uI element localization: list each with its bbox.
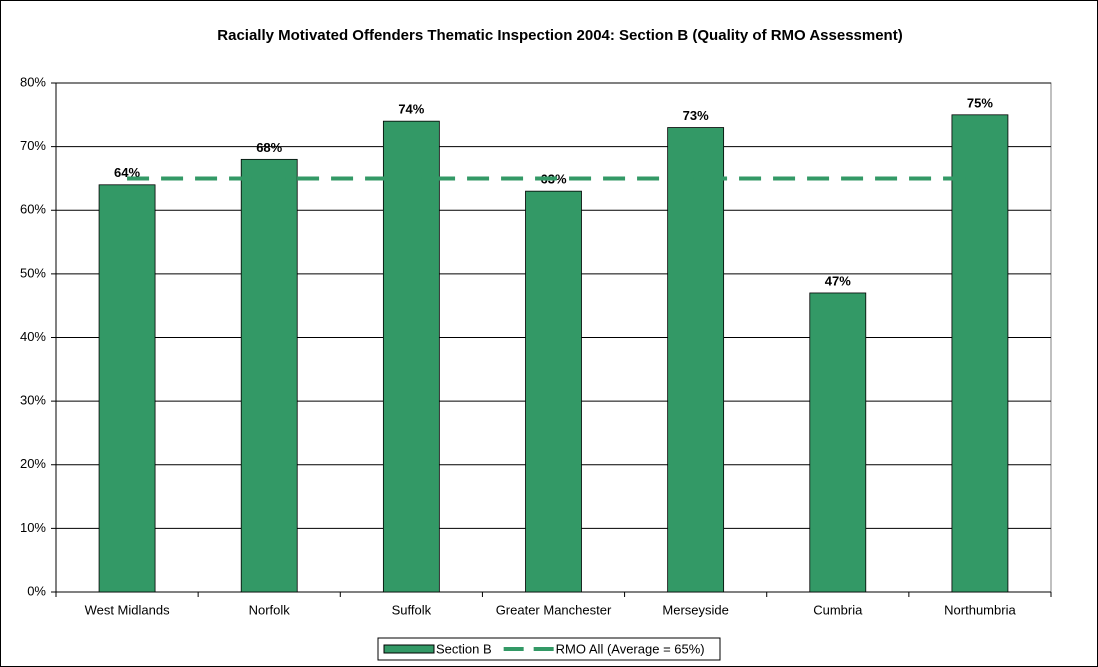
y-tick-label: 70% xyxy=(20,138,46,153)
x-tick-label: West Midlands xyxy=(85,602,171,617)
x-tick-label: Suffolk xyxy=(392,602,432,617)
value-label: 47% xyxy=(825,273,851,288)
value-label: 75% xyxy=(967,95,993,110)
legend-swatch xyxy=(383,644,435,654)
x-tick-label: Northumbria xyxy=(944,602,1016,617)
x-tick-label: Cumbria xyxy=(813,602,863,617)
bar xyxy=(382,120,440,593)
bar xyxy=(667,127,725,593)
bar xyxy=(240,158,298,593)
y-tick-label: 30% xyxy=(20,393,46,408)
x-tick-label: Greater Manchester xyxy=(496,602,612,617)
bar xyxy=(809,292,867,593)
legend-label: RMO All (Average = 65%) xyxy=(556,641,705,656)
bar xyxy=(98,184,156,593)
y-tick-label: 20% xyxy=(20,456,46,471)
y-tick-label: 50% xyxy=(20,265,46,280)
y-tick-label: 60% xyxy=(20,202,46,217)
value-label: 68% xyxy=(256,140,282,155)
x-tick-label: Norfolk xyxy=(249,602,291,617)
y-tick-label: 0% xyxy=(27,583,46,598)
chart-title: Racially Motivated Offenders Thematic In… xyxy=(217,27,902,44)
x-tick-label: Merseyside xyxy=(662,602,728,617)
value-label: 74% xyxy=(398,102,424,117)
bar xyxy=(525,190,582,593)
y-tick-label: 40% xyxy=(20,329,46,344)
y-tick-label: 80% xyxy=(20,74,46,89)
bar xyxy=(951,114,1009,593)
value-label: 73% xyxy=(683,108,709,123)
legend-label: Section B xyxy=(436,641,492,656)
y-tick-label: 10% xyxy=(20,520,46,535)
